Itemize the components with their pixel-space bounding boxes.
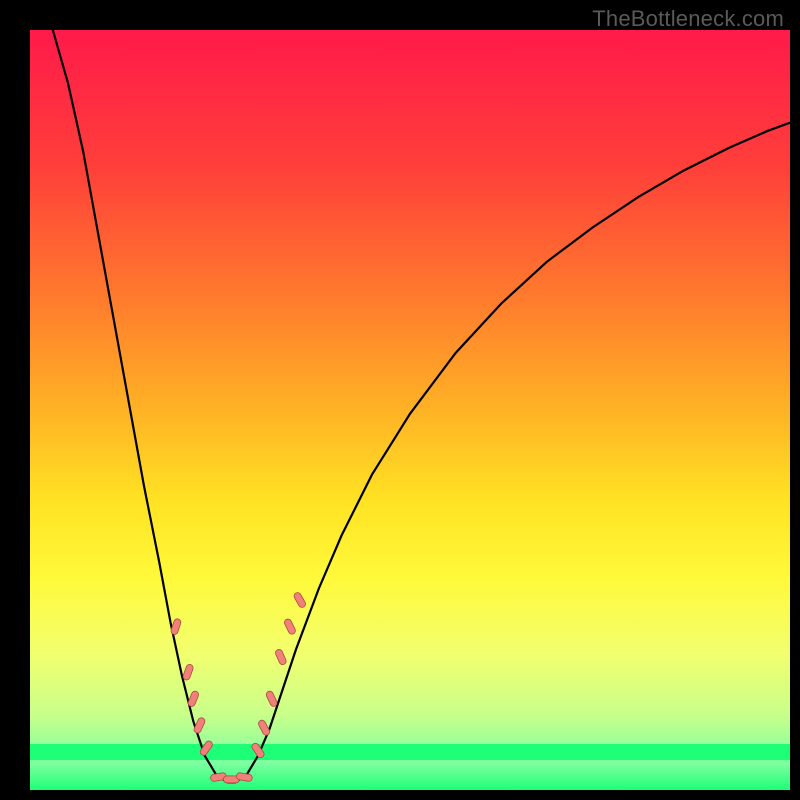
- chart-container: [30, 30, 790, 790]
- chart-svg: [30, 30, 790, 790]
- watermark-text: TheBottleneck.com: [592, 6, 784, 32]
- green-band: [30, 744, 790, 760]
- gradient-background: [30, 30, 790, 790]
